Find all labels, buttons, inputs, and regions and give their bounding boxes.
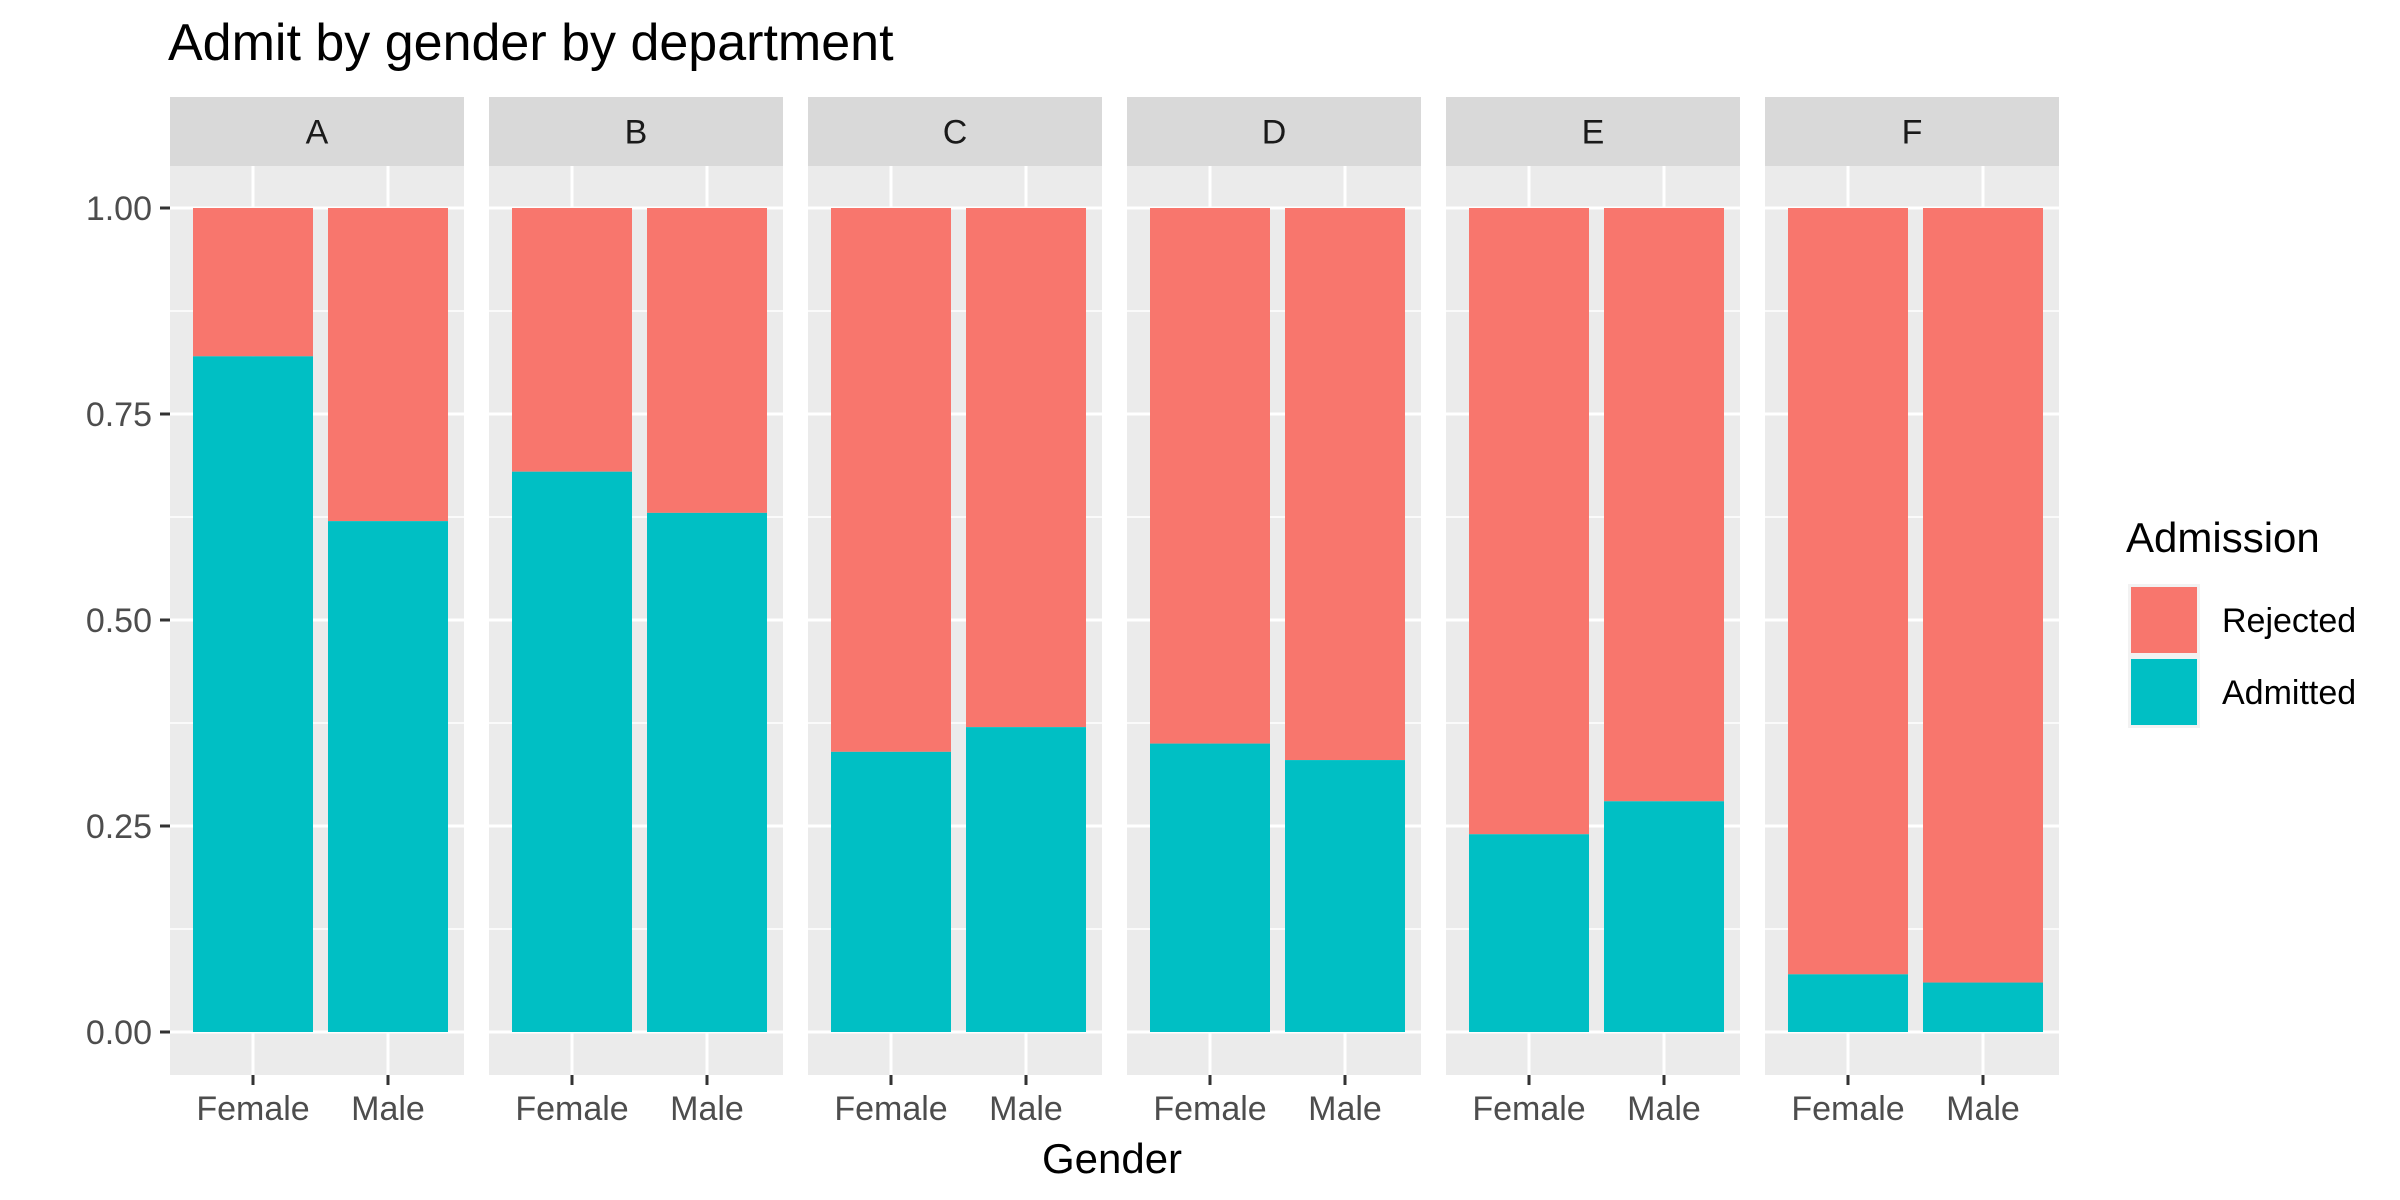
facet-panel-b: B Female Male [489, 97, 783, 1128]
bar-admitted-c-male [966, 727, 1086, 1032]
bar-rejected-c-male [966, 208, 1086, 728]
y-tick-label: 0.75 [86, 396, 152, 434]
facet-strip-label: B [625, 114, 648, 152]
facet-strip [489, 97, 783, 166]
legend: Admission Rejected Admitted [2126, 514, 2356, 728]
x-tick-label: Male [1946, 1090, 2020, 1128]
x-tick-label: Female [515, 1090, 628, 1128]
bar-rejected-b-male [647, 208, 767, 513]
legend-key-rejected [2131, 587, 2197, 653]
bar-admitted-a-male [328, 521, 448, 1032]
facet-strip [1446, 97, 1740, 166]
bar-rejected-d-female [1150, 208, 1270, 744]
facet-panel-c: C Female Male [808, 97, 1102, 1128]
x-tick-label: Male [670, 1090, 744, 1128]
bar-rejected-a-male [328, 208, 448, 522]
bar-admitted-d-male [1285, 760, 1405, 1032]
facet-panel-a: A Female Male [170, 97, 464, 1128]
x-axis-title: Gender [1042, 1135, 1182, 1182]
facet-strip [1127, 97, 1421, 166]
x-tick-label: Female [1791, 1090, 1904, 1128]
chart-title: Admit by gender by department [168, 14, 894, 72]
bar-rejected-b-female [512, 208, 632, 472]
bar-admitted-a-female [193, 356, 313, 1032]
facet-strip-label: D [1262, 114, 1287, 152]
bar-admitted-f-female [1788, 974, 1908, 1032]
facet-strip-label: A [306, 114, 329, 152]
facet-strip-label: C [943, 114, 968, 152]
legend-key-admitted [2131, 659, 2197, 725]
y-tick-label: 0.00 [86, 1014, 152, 1052]
y-tick-label: 1.00 [86, 190, 152, 228]
legend-label-rejected: Rejected [2222, 602, 2356, 640]
bar-rejected-a-female [193, 208, 313, 357]
facet-strip-label: E [1582, 114, 1605, 152]
bar-rejected-d-male [1285, 208, 1405, 761]
facet-panels: A Female Male B Female Male C Female Male D Female… [170, 97, 2059, 1128]
facet-strip-label: F [1902, 114, 1923, 152]
facet-strip [170, 97, 464, 166]
facet-panel-f: F Female Male [1765, 97, 2059, 1128]
facet-panel-e: E Female Male [1446, 97, 1740, 1128]
legend-title: Admission [2126, 514, 2320, 561]
x-tick-label: Female [1153, 1090, 1266, 1128]
bar-rejected-f-female [1788, 208, 1908, 975]
facet-panel-d: D Female Male [1127, 97, 1421, 1128]
bar-admitted-b-male [647, 512, 767, 1032]
y-axis: 0.00 0.25 0.50 0.75 1.00 [86, 190, 170, 1052]
bar-admitted-e-female [1469, 834, 1589, 1032]
legend-label-admitted: Admitted [2222, 674, 2356, 712]
facet-strip [1765, 97, 2059, 166]
bar-rejected-e-female [1469, 208, 1589, 835]
x-tick-label: Female [196, 1090, 309, 1128]
bar-admitted-d-female [1150, 743, 1270, 1032]
x-tick-label: Female [1472, 1090, 1585, 1128]
y-tick-label: 0.50 [86, 602, 152, 640]
x-tick-label: Male [1627, 1090, 1701, 1128]
bar-admitted-e-male [1604, 801, 1724, 1032]
y-tick-label: 0.25 [86, 808, 152, 846]
x-tick-label: Male [351, 1090, 425, 1128]
bar-rejected-f-male [1923, 208, 2043, 983]
bar-admitted-f-male [1923, 982, 2043, 1032]
bar-rejected-e-male [1604, 208, 1724, 802]
facet-strip [808, 97, 1102, 166]
bar-rejected-c-female [831, 208, 951, 752]
x-tick-label: Male [989, 1090, 1063, 1128]
bar-admitted-b-female [512, 471, 632, 1032]
x-tick-label: Female [834, 1090, 947, 1128]
x-tick-label: Male [1308, 1090, 1382, 1128]
bar-admitted-c-female [831, 751, 951, 1032]
